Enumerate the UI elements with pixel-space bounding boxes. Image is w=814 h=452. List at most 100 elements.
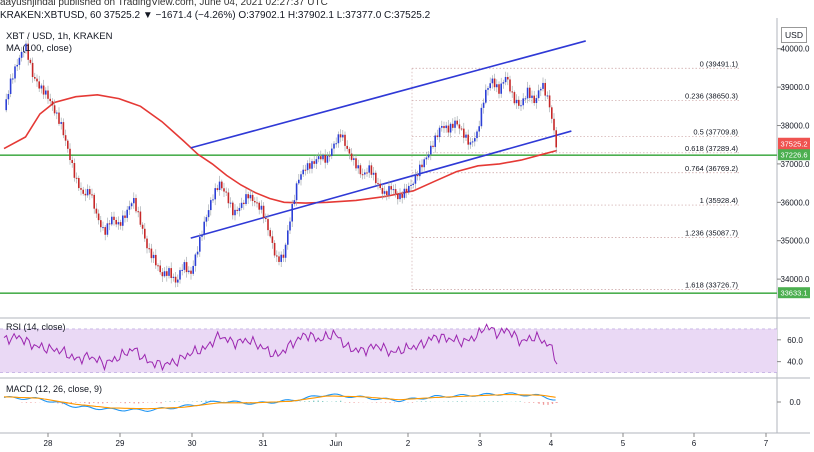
candle-body [82,189,84,194]
candle-body [234,209,236,216]
candle-body [201,235,203,237]
candle-body [18,57,21,65]
candle-body [542,82,544,89]
candle-body [159,265,161,273]
candle-body [267,219,269,231]
candle-body [460,128,463,130]
candle-body [47,90,49,99]
candle-body [511,91,513,93]
candle-body [392,189,395,191]
candle-body [370,165,373,175]
price-badge [778,149,810,161]
candle-body [513,92,516,104]
candle-body [31,62,34,78]
candle-body [104,227,106,235]
candle-body [73,162,76,178]
candle-body [436,135,439,138]
candle-body [78,178,80,189]
candle-body [474,138,476,142]
rsi-tick-label: 40.0 [787,358,803,367]
candle-body [276,255,278,257]
fib-level-label: 1 (35928.4) [700,196,739,205]
rsi-band [0,328,777,373]
candle-body [190,270,192,274]
candle-body [524,98,527,100]
candle-body [366,172,368,174]
fib-level-label: 0.5 (37709.8) [693,128,738,137]
candle-body [291,204,293,222]
candle-body [38,81,40,89]
candle-body [284,244,287,258]
candle-body [386,191,388,196]
candle-body [7,93,10,100]
candle-body [93,194,95,209]
candle-body [449,123,452,133]
candle-body [427,154,430,158]
candle-body [194,254,197,266]
candle-body [64,135,67,141]
candle-body [375,172,377,184]
candle-body [553,118,555,131]
candle-body [245,194,247,205]
candle-body [414,174,417,184]
candle-body [313,161,315,164]
time-tick-label: 4 [549,439,554,448]
candle-body [529,87,531,98]
candle-body [14,66,16,79]
candle-body [531,95,533,98]
candle-body [430,145,432,155]
fib-level-label: 1.236 (35087.7) [685,228,738,237]
candle-body [405,188,408,193]
candle-body [45,90,47,95]
candle-body [168,268,170,276]
candle-body [152,254,155,259]
candle-body [86,189,89,196]
candle-body [124,215,126,218]
candle-body [399,193,401,200]
fib-level-label: 1.618 (33726.7) [685,281,738,290]
candle-body [487,88,489,90]
candle-body [67,140,69,149]
candle-body [91,194,93,196]
candle-body [122,215,124,226]
candle-body [500,83,502,94]
price-tick-label: 36000.0 [781,198,810,207]
candle-body [192,265,194,274]
channel-upper-line [190,40,586,149]
candle-body [344,134,346,146]
fib-level-label: 0.236 (38650.3) [685,92,738,101]
candle-body [289,221,291,231]
candle-body [20,51,23,58]
candle-body [135,198,137,212]
candle-body [23,51,25,53]
candle-body [454,120,456,128]
candle-body [117,222,120,225]
currency-label: USD [781,27,807,43]
candle-body [304,169,307,171]
candle-body [183,262,186,270]
candle-body [203,221,205,236]
candle-body [546,95,549,97]
candle-body [188,270,190,273]
candle-body [555,130,557,148]
candle-body [36,78,38,82]
candle-body [412,183,414,185]
candle-body [225,191,227,193]
candle-body [403,188,406,198]
candle-body [377,183,379,185]
time-tick-label: Jun [330,439,343,448]
candle-body [34,77,36,79]
candle-body [56,112,58,114]
candle-body [298,179,300,184]
candle-body [544,82,546,96]
candle-body [172,276,175,278]
candle-body [324,154,326,163]
candle-body [216,188,219,191]
candle-body [447,125,450,133]
candle-body [232,202,234,216]
candle-body [496,84,498,88]
candle-body [80,188,82,190]
candle-body [443,126,445,129]
candle-body [49,98,51,102]
time-tick-label: 28 [44,439,53,448]
